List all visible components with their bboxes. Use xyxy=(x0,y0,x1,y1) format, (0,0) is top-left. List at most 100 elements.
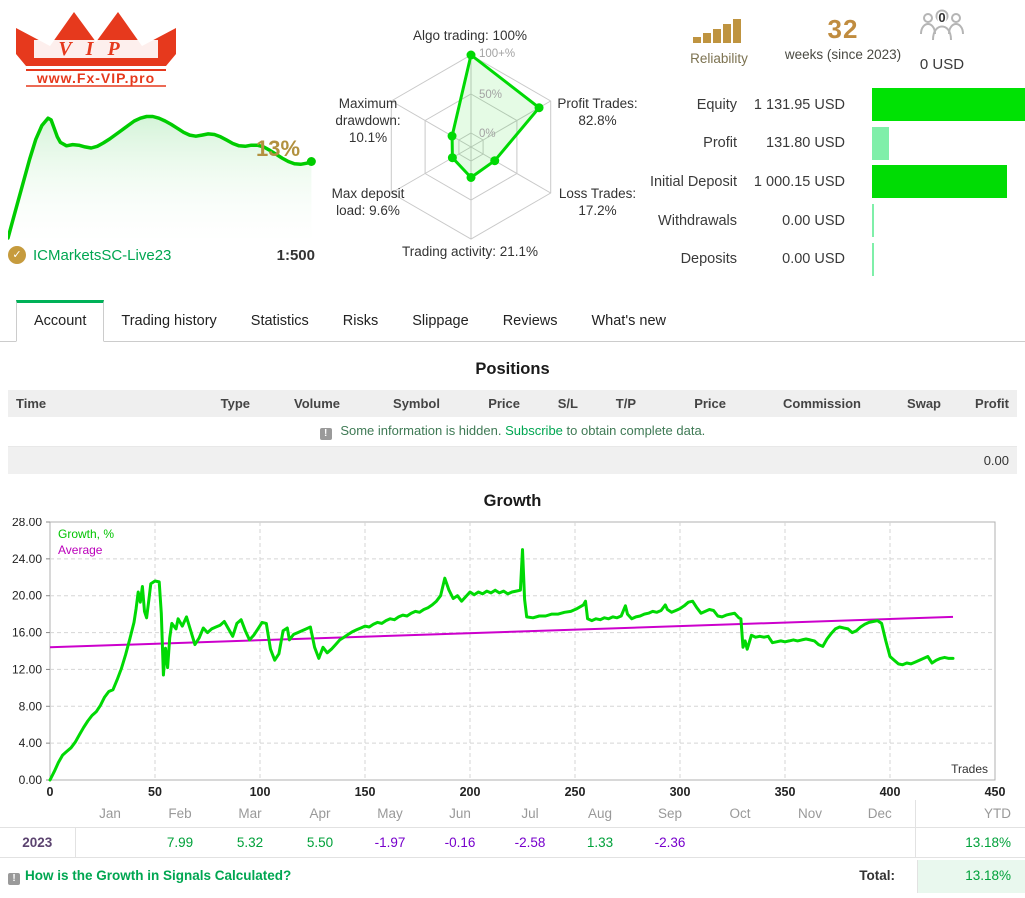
logo-site-text: www.Fx-VIP.pro xyxy=(36,70,155,86)
subscribers-kpi: 0 0 USD xyxy=(892,8,992,74)
reliability-bars-icon xyxy=(693,19,741,43)
leverage-value: 1:500 xyxy=(276,246,315,264)
weeks-label: weeks (since 2023) xyxy=(784,47,902,62)
month-header-jul: Jul xyxy=(521,806,539,821)
positions-col-s-l: S/L xyxy=(528,390,586,417)
monthly-corner xyxy=(0,800,75,828)
month-header-nov: Nov xyxy=(797,806,822,821)
total-cell: 13.18% xyxy=(917,860,1025,893)
positions-col-symbol: Symbol xyxy=(348,390,448,417)
x-axis-label: Trades xyxy=(949,762,990,776)
help-icon: ! xyxy=(8,873,20,885)
signal-name-link[interactable]: ICMarketsSC-Live23 xyxy=(33,246,172,264)
weeks-count: 32 xyxy=(827,14,859,44)
month-value-sep: -2.36 xyxy=(635,827,705,858)
balance-bar-track xyxy=(872,242,1025,276)
svg-text:12.00: 12.00 xyxy=(12,662,42,676)
month-value-mar: 5.32 xyxy=(215,827,285,858)
balance-value: 1 131.95 USD xyxy=(753,96,845,113)
radar-ring-label-100: 100+% xyxy=(479,48,516,60)
reliability-label: Reliability xyxy=(690,51,748,66)
withdrawals-bar xyxy=(872,204,874,238)
positions-col-commission: Commission xyxy=(734,390,869,417)
positions-col-profit: Profit xyxy=(949,390,1017,417)
svg-text:200: 200 xyxy=(460,785,481,799)
svg-text:350: 350 xyxy=(775,785,796,799)
radar-label-algo-trading: Algo trading: 100% xyxy=(412,28,528,43)
subscribers-icon: 0 xyxy=(920,9,964,41)
positions-title: Positions xyxy=(475,360,550,378)
month-header-jun: Jun xyxy=(449,806,471,821)
balance-value: 0.00 USD xyxy=(782,212,845,229)
monthly-growth-section: Jan Feb Mar Apr May Jun Jul Aug Sep Oct Nov Dec YTD … xyxy=(0,800,1025,893)
svg-text:0.00: 0.00 xyxy=(19,773,43,787)
month-value-aug: 1.33 xyxy=(565,827,635,858)
month-value-oct xyxy=(705,827,775,858)
month-value-may: -1.97 xyxy=(355,827,425,858)
monthly-header-row: Jan Feb Mar Apr May Jun Jul Aug Sep Oct Nov Dec YTD xyxy=(0,800,1025,828)
svg-text:50: 50 xyxy=(148,785,162,799)
month-value-jul: -2.58 xyxy=(495,827,565,858)
balance-bar-track xyxy=(872,126,1025,160)
total-label: Total: xyxy=(859,868,895,883)
svg-text:250: 250 xyxy=(565,785,586,799)
subscribers-funds: 0 USD xyxy=(919,56,965,73)
growth-help-link[interactable]: ! How is the Growth in Signals Calculated… xyxy=(8,868,291,885)
month-header-aug: Aug xyxy=(587,806,613,821)
stats-block: Reliability 32 weeks (since 2023) 0 0 US… xyxy=(640,8,1025,288)
tab-trading-history[interactable]: Trading history xyxy=(121,313,217,329)
profit-bar xyxy=(872,126,889,160)
svg-text:100: 100 xyxy=(250,785,271,799)
svg-text:400: 400 xyxy=(880,785,901,799)
tab-slippage[interactable]: Slippage xyxy=(412,313,469,329)
month-header-apr: Apr xyxy=(309,806,331,821)
monthly-data-row: 2023 7.99 5.32 5.50 -1.97 -0.16 -2.58 1.33 -2.36… xyxy=(0,827,1025,858)
balance-label: Profit xyxy=(703,135,737,152)
balance-bar-track xyxy=(872,204,1025,238)
svg-text:20.00: 20.00 xyxy=(12,589,42,603)
verified-badge-icon: ✓ xyxy=(8,246,26,264)
positions-table: Time Type Volume Symbol Price S/L T/P Price Comm… xyxy=(8,390,1017,474)
balance-row-withdrawals: Withdrawals 0.00 USD xyxy=(640,204,1025,238)
monthly-growth-table: Jan Feb Mar Apr May Jun Jul Aug Sep Oct Nov Dec YTD … xyxy=(0,800,1025,858)
balance-value: 131.80 USD xyxy=(766,135,845,152)
positions-col-time: Time xyxy=(8,390,158,417)
month-header-jan: Jan xyxy=(99,806,121,821)
weeks-kpi: 32 weeks (since 2023) xyxy=(780,14,906,62)
month-header-feb: Feb xyxy=(168,806,192,821)
month-value-nov xyxy=(775,827,845,858)
tab-account[interactable]: Account xyxy=(16,300,105,342)
balance-label: Deposits xyxy=(680,251,737,268)
radar-label-max-drawdown: Maximum drawdown: 10.1% xyxy=(335,96,401,145)
positions-col-price: Price xyxy=(644,390,734,417)
month-value-apr: 5.50 xyxy=(285,827,355,858)
equity-bar xyxy=(872,88,1025,121)
total-value: 13.18% xyxy=(965,868,1011,883)
subscribe-link[interactable]: Subscribe xyxy=(505,423,563,438)
tab-risks[interactable]: Risks xyxy=(342,313,379,329)
svg-text:28.00: 28.00 xyxy=(12,518,42,529)
year-cell[interactable]: 2023 xyxy=(0,827,76,858)
positions-total-profit: 0.00 xyxy=(8,446,1017,474)
growth-chart: 0.00 4.00 8.00 12.00 16.00 20.00 24.00 28.00 0 50… xyxy=(0,515,1025,802)
tab-what-s-new[interactable]: What's new xyxy=(591,313,666,329)
tab-bar: Account Trading history Statistics Risks Sli… xyxy=(0,298,1025,342)
month-header-dec: Dec xyxy=(867,806,892,821)
balance-label: Withdrawals xyxy=(658,212,737,229)
average-line xyxy=(49,615,954,649)
month-value-jan xyxy=(75,827,145,858)
svg-text:150: 150 xyxy=(355,785,376,799)
svg-text:8.00: 8.00 xyxy=(19,699,43,713)
radar-chart: Algo trading: 100% Profit Trades: 82.8% … xyxy=(320,8,660,276)
growth-section: Growth 0.00 4.00 8.00 12.00 16.00 20.00 24.00 2… xyxy=(0,492,1025,799)
positions-header-row: Time Type Volume Symbol Price S/L T/P Price Comm… xyxy=(8,390,1017,417)
svg-text:0: 0 xyxy=(47,785,54,799)
ytd-value: 13.18% xyxy=(914,827,1025,858)
legend-average: Average xyxy=(58,543,103,557)
tab-statistics[interactable]: Statistics xyxy=(250,313,309,329)
growth-title: Growth xyxy=(483,492,542,510)
logo-letters: VIP xyxy=(58,38,133,60)
positions-col-type: Type xyxy=(158,390,258,417)
positions-col-volume: Volume xyxy=(258,390,348,417)
tab-reviews[interactable]: Reviews xyxy=(502,313,558,329)
